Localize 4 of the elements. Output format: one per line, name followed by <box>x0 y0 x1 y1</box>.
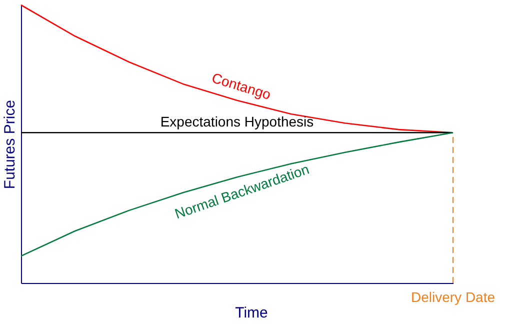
x-axis-title: Time <box>235 304 268 322</box>
text: Delivery Date <box>410 289 496 305</box>
y-axis-title: Futures Price <box>2 100 18 190</box>
series-label: Expectations Hypothesis <box>160 114 314 130</box>
